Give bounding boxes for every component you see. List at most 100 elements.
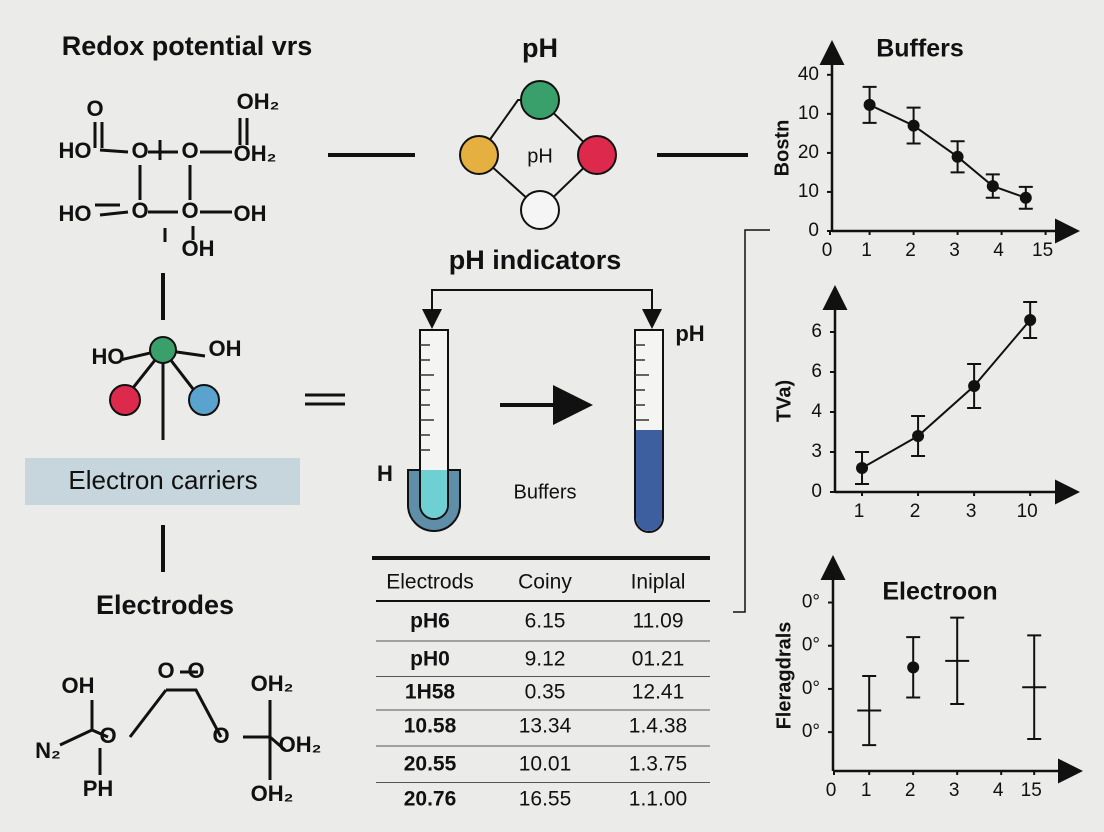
x-tick-label: 4: [993, 780, 1004, 801]
title: Electrodes: [96, 590, 234, 620]
chart-title: Buffers: [876, 35, 964, 63]
point: [1024, 314, 1037, 326]
x-tick-label: 2: [910, 501, 921, 522]
node: [459, 135, 499, 175]
table-cell: 12.41: [632, 681, 685, 704]
y-tick-label: 10: [798, 181, 819, 202]
y-tick-label: 0°: [802, 721, 820, 742]
table-cell: 0.35: [525, 681, 566, 704]
atom-label: HO: [59, 138, 92, 163]
x-tick-label: 3: [966, 501, 977, 522]
table-cell: 11.09: [633, 610, 684, 633]
y-tick-label: 4: [811, 401, 822, 422]
table-cell: 1H58: [405, 681, 456, 704]
table-cell: 1.1.00: [629, 788, 687, 811]
table-cell: 1.4.38: [629, 715, 687, 738]
tube-label: pH: [675, 321, 704, 346]
atom-label: PH: [83, 776, 114, 801]
title: pH indicators: [449, 245, 622, 275]
table-cell: 01.21: [632, 648, 685, 671]
table-cell: 9.12: [525, 648, 566, 671]
atom-label: O: [187, 658, 204, 683]
table-cell: 16.55: [519, 788, 572, 811]
point: [856, 462, 869, 474]
tube-label: H: [377, 461, 393, 486]
y-tick-label: 6: [811, 321, 822, 342]
atom-label: OH: [234, 201, 267, 226]
point: [912, 430, 925, 442]
y-axis-label: Fleragdrals: [773, 622, 795, 730]
x-tick-label: 1: [854, 501, 865, 522]
x-tick-label: 3: [949, 780, 960, 801]
x-tick-label: 3: [949, 240, 960, 261]
y-tick-label: 40: [798, 64, 819, 85]
table-cell: 20.76: [404, 788, 457, 811]
node-label: pH: [527, 145, 553, 167]
y-tick-label: 0°: [802, 635, 820, 656]
connector: [733, 229, 770, 613]
point: [863, 98, 876, 111]
point: [968, 380, 981, 392]
atom-label: O: [131, 198, 148, 223]
tube-liquid: [421, 470, 447, 518]
atom-label: O: [181, 138, 198, 163]
atom-label: OH: [182, 236, 215, 261]
table-cell: 13.34: [519, 715, 572, 738]
node: [520, 80, 560, 120]
atom-label: O: [181, 198, 198, 223]
atom-label: N₂: [35, 738, 61, 763]
atom-label: O: [86, 96, 103, 121]
atom: [149, 336, 177, 364]
x-tick-label: 1: [861, 240, 872, 261]
chart-title: Electroon: [882, 578, 997, 606]
atom-label: OH₂: [251, 671, 294, 696]
table-cell: 10.58: [404, 715, 457, 738]
atom-label: O: [99, 723, 116, 748]
y-axis-label: Bostn: [771, 120, 793, 177]
y-tick-label: 20: [798, 142, 819, 163]
atom: [188, 384, 220, 416]
title: Redox potential vrs: [62, 31, 313, 61]
table-header: Electrods: [386, 571, 474, 594]
point: [1019, 191, 1032, 204]
y-tick-label: 10: [798, 103, 819, 124]
table-cell: pH6: [410, 610, 450, 633]
point: [986, 180, 999, 193]
x-tick-label: 0: [822, 240, 833, 261]
line: [869, 103, 1027, 199]
y-tick-label: 3: [811, 441, 822, 462]
graduations: [420, 344, 649, 451]
x-tick-label: 2: [905, 780, 916, 801]
point: [907, 119, 920, 132]
x-tick-label: 15: [1032, 240, 1053, 261]
y-tick-label: 6: [811, 361, 822, 382]
table-header: Coiny: [518, 571, 572, 594]
table-cell: 6.15: [525, 610, 566, 633]
y-axis-label: TVa): [773, 380, 795, 422]
equals: [305, 393, 345, 406]
atom-label: OH: [62, 673, 95, 698]
node: [520, 190, 560, 230]
atom-label: OH: [209, 336, 242, 361]
table-cell: pH0: [410, 648, 450, 671]
atom-label: O: [212, 723, 229, 748]
atom-label: OH₂: [234, 141, 277, 166]
point: [951, 150, 964, 163]
atom-label: OH₂: [237, 89, 280, 114]
tube-liquid: [636, 430, 662, 531]
x-tick-label: 1: [861, 780, 872, 801]
y-tick-label: 0°: [802, 592, 820, 613]
atom: [109, 384, 141, 416]
atom-label: OH₂: [251, 781, 294, 806]
table-cell: 10.01: [519, 753, 572, 776]
atom-label: HO: [59, 201, 92, 226]
bracket: [431, 289, 662, 329]
atom-label: O: [157, 658, 174, 683]
y-tick-label: 0: [811, 481, 822, 502]
node: [577, 135, 617, 175]
line: [861, 319, 1031, 469]
tube-label: Buffers: [514, 481, 577, 503]
table-header: Iniplal: [631, 571, 686, 594]
